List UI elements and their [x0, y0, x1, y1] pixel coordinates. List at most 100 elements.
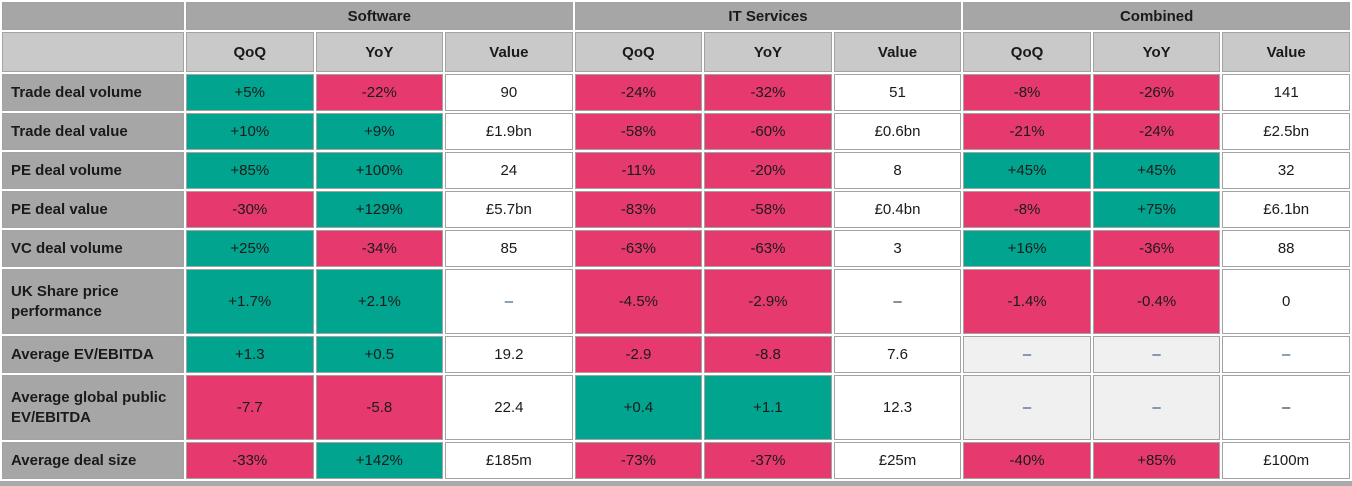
data-cell: £25m — [833, 442, 962, 479]
table-row: Trade deal volume +5% -22% 90 -24% -32% 51 -8% -… — [2, 74, 1350, 111]
data-cell: +85% — [186, 152, 314, 189]
table-body: Trade deal volume +5% -22% 90 -24% -32% 51 -8% -… — [2, 74, 1350, 479]
group-header-row: Software IT Services Combined — [2, 2, 1350, 30]
data-cell: £2.5bn — [1222, 113, 1350, 150]
data-cell: -5.8 — [315, 375, 444, 440]
data-cell: -58% — [704, 191, 832, 228]
data-cell: +75% — [1092, 191, 1221, 228]
data-cell: – — [1222, 375, 1350, 440]
data-cell: 0 — [1222, 269, 1350, 334]
data-cell: -63% — [574, 230, 703, 267]
data-cell: 8 — [833, 152, 962, 189]
row-label: UK Share price performance — [2, 269, 184, 334]
data-cell: -1.4% — [963, 269, 1091, 334]
data-cell: +5% — [186, 74, 314, 111]
data-cell: 32 — [1222, 152, 1350, 189]
data-cell: 12.3 — [833, 375, 962, 440]
data-cell: +25% — [186, 230, 314, 267]
table-row: Average deal size -33% +142% £185m -73% -37% £… — [2, 442, 1350, 479]
col-header-value: Value — [1222, 32, 1350, 72]
data-cell: – — [963, 336, 1091, 373]
data-cell: -24% — [1092, 113, 1221, 150]
data-cell: 3 — [833, 230, 962, 267]
data-cell: +100% — [315, 152, 444, 189]
data-cell: +45% — [963, 152, 1091, 189]
table-row: PE deal value -30% +129% £5.7bn -83% -58% £0.4… — [2, 191, 1350, 228]
col-header-value: Value — [833, 32, 962, 72]
col-header-qoq: QoQ — [186, 32, 314, 72]
data-cell: +16% — [963, 230, 1091, 267]
data-cell: +45% — [1092, 152, 1221, 189]
data-cell: 24 — [445, 152, 573, 189]
row-label: Average EV/EBITDA — [2, 336, 184, 373]
row-label: PE deal volume — [2, 152, 184, 189]
data-cell: -2.9% — [704, 269, 832, 334]
row-label: PE deal value — [2, 191, 184, 228]
sub-header-row: QoQ YoY Value QoQ YoY Value QoQ YoY Valu… — [2, 32, 1350, 72]
data-cell: -11% — [574, 152, 703, 189]
data-cell: +1.7% — [186, 269, 314, 334]
data-cell: +1.1 — [704, 375, 832, 440]
table-row: Average global public EV/EBITDA -7.7 -5.8 2… — [2, 375, 1350, 440]
data-cell: -20% — [704, 152, 832, 189]
data-cell: -33% — [186, 442, 314, 479]
data-cell: – — [1092, 336, 1221, 373]
col-header-qoq: QoQ — [963, 32, 1091, 72]
data-cell: -63% — [704, 230, 832, 267]
data-cell: £0.6bn — [833, 113, 962, 150]
corner-cell — [2, 32, 184, 72]
data-cell: 51 — [833, 74, 962, 111]
col-header-yoy: YoY — [315, 32, 444, 72]
data-cell: 7.6 — [833, 336, 962, 373]
group-header-it-services: IT Services — [574, 2, 962, 30]
data-cell: – — [1092, 375, 1221, 440]
data-cell: +85% — [1092, 442, 1221, 479]
col-header-yoy: YoY — [1092, 32, 1221, 72]
table-row: VC deal volume +25% -34% 85 -63% -63% 3 +16% -36… — [2, 230, 1350, 267]
group-header-combined: Combined — [963, 2, 1350, 30]
data-cell: +2.1% — [315, 269, 444, 334]
row-label: Average global public EV/EBITDA — [2, 375, 184, 440]
data-cell: -26% — [1092, 74, 1221, 111]
table-row: PE deal volume +85% +100% 24 -11% -20% 8 +45% +4… — [2, 152, 1350, 189]
data-cell: £185m — [445, 442, 573, 479]
data-cell: £0.4bn — [833, 191, 962, 228]
data-cell: +0.5 — [315, 336, 444, 373]
col-header-qoq: QoQ — [574, 32, 703, 72]
table-row: UK Share price performance +1.7% +2.1% – -4.… — [2, 269, 1350, 334]
data-cell: -58% — [574, 113, 703, 150]
data-cell: -36% — [1092, 230, 1221, 267]
data-cell: 19.2 — [445, 336, 573, 373]
table-row: Trade deal value +10% +9% £1.9bn -58% -60% £0.… — [2, 113, 1350, 150]
data-cell: -24% — [574, 74, 703, 111]
row-label: VC deal volume — [2, 230, 184, 267]
data-cell: +129% — [315, 191, 444, 228]
data-cell: – — [1222, 336, 1350, 373]
data-cell: 88 — [1222, 230, 1350, 267]
data-cell: +142% — [315, 442, 444, 479]
data-cell: -4.5% — [574, 269, 703, 334]
data-cell: +1.3 — [186, 336, 314, 373]
data-cell: -30% — [186, 191, 314, 228]
data-cell: -34% — [315, 230, 444, 267]
bottom-divider — [0, 481, 1352, 486]
row-label: Average deal size — [2, 442, 184, 479]
col-header-yoy: YoY — [704, 32, 832, 72]
data-cell: £6.1bn — [1222, 191, 1350, 228]
table-row: Average EV/EBITDA +1.3 +0.5 19.2 -2.9 -8.8 7.6… — [2, 336, 1350, 373]
data-cell: +9% — [315, 113, 444, 150]
data-cell: -7.7 — [186, 375, 314, 440]
data-cell: +10% — [186, 113, 314, 150]
data-cell: -8% — [963, 74, 1091, 111]
data-cell: -83% — [574, 191, 703, 228]
data-cell: 22.4 — [445, 375, 573, 440]
data-cell: – — [445, 269, 573, 334]
data-cell: -8% — [963, 191, 1091, 228]
data-cell: 85 — [445, 230, 573, 267]
data-cell: £1.9bn — [445, 113, 573, 150]
data-cell: -2.9 — [574, 336, 703, 373]
data-cell: -37% — [704, 442, 832, 479]
data-cell: -0.4% — [1092, 269, 1221, 334]
data-cell: – — [833, 269, 962, 334]
